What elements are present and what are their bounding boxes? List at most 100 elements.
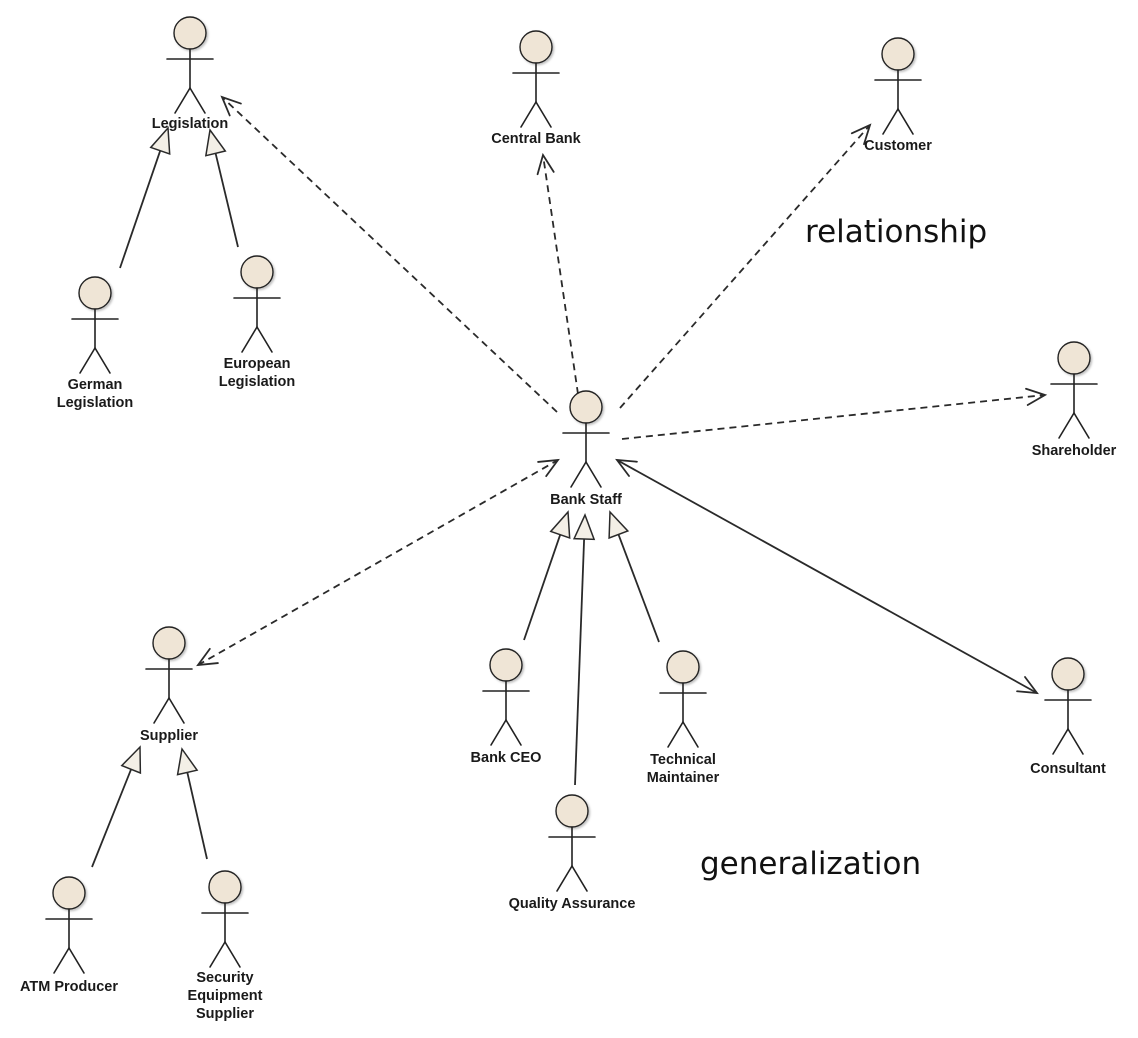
generalization-line [91,768,132,868]
actor-label: German Legislation [57,377,134,411]
actor-left-leg [570,461,587,488]
actor-right-leg [897,108,914,135]
actor-right-leg [256,326,273,353]
actor-left-leg [667,721,684,748]
generalization-triangle [608,510,630,540]
edge-bidirectional-dependency-supplier-to-bank-staff[interactable] [196,458,560,667]
actor-bank-staff[interactable]: Bank Staff [550,390,622,508]
arrowhead [850,123,872,145]
actor-right-leg [505,719,522,746]
actor-head-icon [666,650,700,684]
actor-left-leg [520,101,537,128]
actor-left-leg [241,326,258,353]
actor-quality-assurance[interactable]: Quality Assurance [509,794,636,912]
actor-head-icon [78,276,112,310]
generalization-annotation: generalization [700,846,921,882]
bidirectional-association-line [616,459,1038,694]
edge-generalization-european-legislation-to-legislation[interactable] [204,128,239,248]
edge-dependency-bank-staff-to-customer[interactable] [619,123,872,409]
relationship-annotation: relationship [805,214,987,250]
edge-dependency-bank-staff-to-shareholder[interactable] [621,387,1048,440]
actor-label-line: Consultant [1030,761,1106,777]
actor-legislation[interactable]: Legislation [152,16,229,132]
actor-label: Bank Staff [550,492,622,508]
actor-head-icon [208,870,242,904]
actor-label-line: Customer [864,138,932,154]
actor-head-icon [519,30,553,64]
actor-label-line: Security [196,970,253,986]
actor-head-icon [569,390,603,424]
actor-label-line: Bank Staff [550,492,622,508]
actor-supplier[interactable]: Supplier [140,626,198,744]
actor-atm-producer[interactable]: ATM Producer [20,876,118,995]
actor-label: Quality Assurance [509,896,636,912]
actor-right-leg [682,721,699,748]
dependency-line [621,394,1046,440]
actor-security-equipment-supplier[interactable]: Security Equipment Supplier [188,870,263,1022]
actor-label-line: Equipment [188,988,263,1004]
dependency-line [221,96,558,413]
actor-head-icon [152,626,186,660]
actor-german-legislation[interactable]: German Legislation [57,276,134,411]
edge-generalization-german-legislation-to-legislation[interactable] [119,126,171,269]
actor-label-line: European [224,356,291,372]
actor-label: ATM Producer [20,979,118,995]
generalization-triangle [204,128,227,157]
actor-head-icon [555,794,589,828]
actor-label-line: Bank CEO [471,750,542,766]
actor-head-icon [173,16,207,50]
edge-generalization-bank-ceo-to-bank-staff[interactable] [523,510,571,641]
arrowhead [1016,676,1039,695]
edge-generalization-atm-producer-to-supplier[interactable] [91,745,142,868]
actor-label: Central Bank [491,131,581,147]
edge-bidirectional-association-bank-staff-to-consultant[interactable] [615,458,1039,695]
actor-right-leg [94,347,111,374]
actor-label: Shareholder [1032,443,1117,459]
generalization-triangle [120,745,142,775]
actor-bank-ceo[interactable]: Bank CEO [471,648,542,766]
actor-right-leg [535,101,552,128]
actor-right-leg [224,941,241,968]
actor-head-icon [881,37,915,71]
actor-central-bank[interactable]: Central Bank [491,30,582,147]
actor-label: European Legislation [219,356,296,390]
generalization-line [523,534,562,641]
actor-head-icon [489,648,523,682]
actor-right-leg [68,947,85,974]
actor-left-leg [209,941,226,968]
actor-right-leg [585,461,602,488]
dependency-line [619,124,871,409]
edge-dependency-bank-staff-to-central-bank[interactable] [536,152,579,395]
actor-right-leg [189,87,206,114]
actor-label-line: ATM Producer [20,979,118,995]
actor-head-icon [240,255,274,289]
actor-label: Supplier [140,728,198,744]
actor-consultant[interactable]: Consultant [1030,657,1106,777]
actor-label: Customer [864,138,932,154]
edge-generalization-technical-maintainer-to-bank-staff[interactable] [608,510,660,643]
actor-left-leg [53,947,70,974]
edge-generalization-quality-assurance-to-bank-staff[interactable] [572,513,596,786]
actor-head-icon [52,876,86,910]
actor-technical-maintainer[interactable]: Technical Maintainer [647,650,720,786]
actor-label: Bank CEO [471,750,542,766]
edge-generalization-security-equipment-supplier-to-supplier[interactable] [176,747,208,860]
actor-shareholder[interactable]: Shareholder [1032,341,1117,459]
arrowhead [615,458,638,477]
actor-label-line: German [68,377,123,393]
actor-left-leg [1058,412,1075,439]
generalization-line [214,153,239,248]
edge-dependency-bank-staff-to-legislation[interactable] [220,95,558,413]
actor-label-line: Shareholder [1032,443,1117,459]
actor-left-leg [79,347,96,374]
actor-head-icon [1051,657,1085,691]
actor-label-line: Central Bank [491,131,581,147]
actor-customer[interactable]: Customer [864,37,932,154]
actor-left-leg [556,865,573,892]
generalization-triangle [176,747,199,776]
bidirectional-dependency-line [197,459,559,666]
generalization-triangle [549,510,571,540]
generalization-line [617,534,660,643]
actor-european-legislation[interactable]: European Legislation [219,255,296,390]
